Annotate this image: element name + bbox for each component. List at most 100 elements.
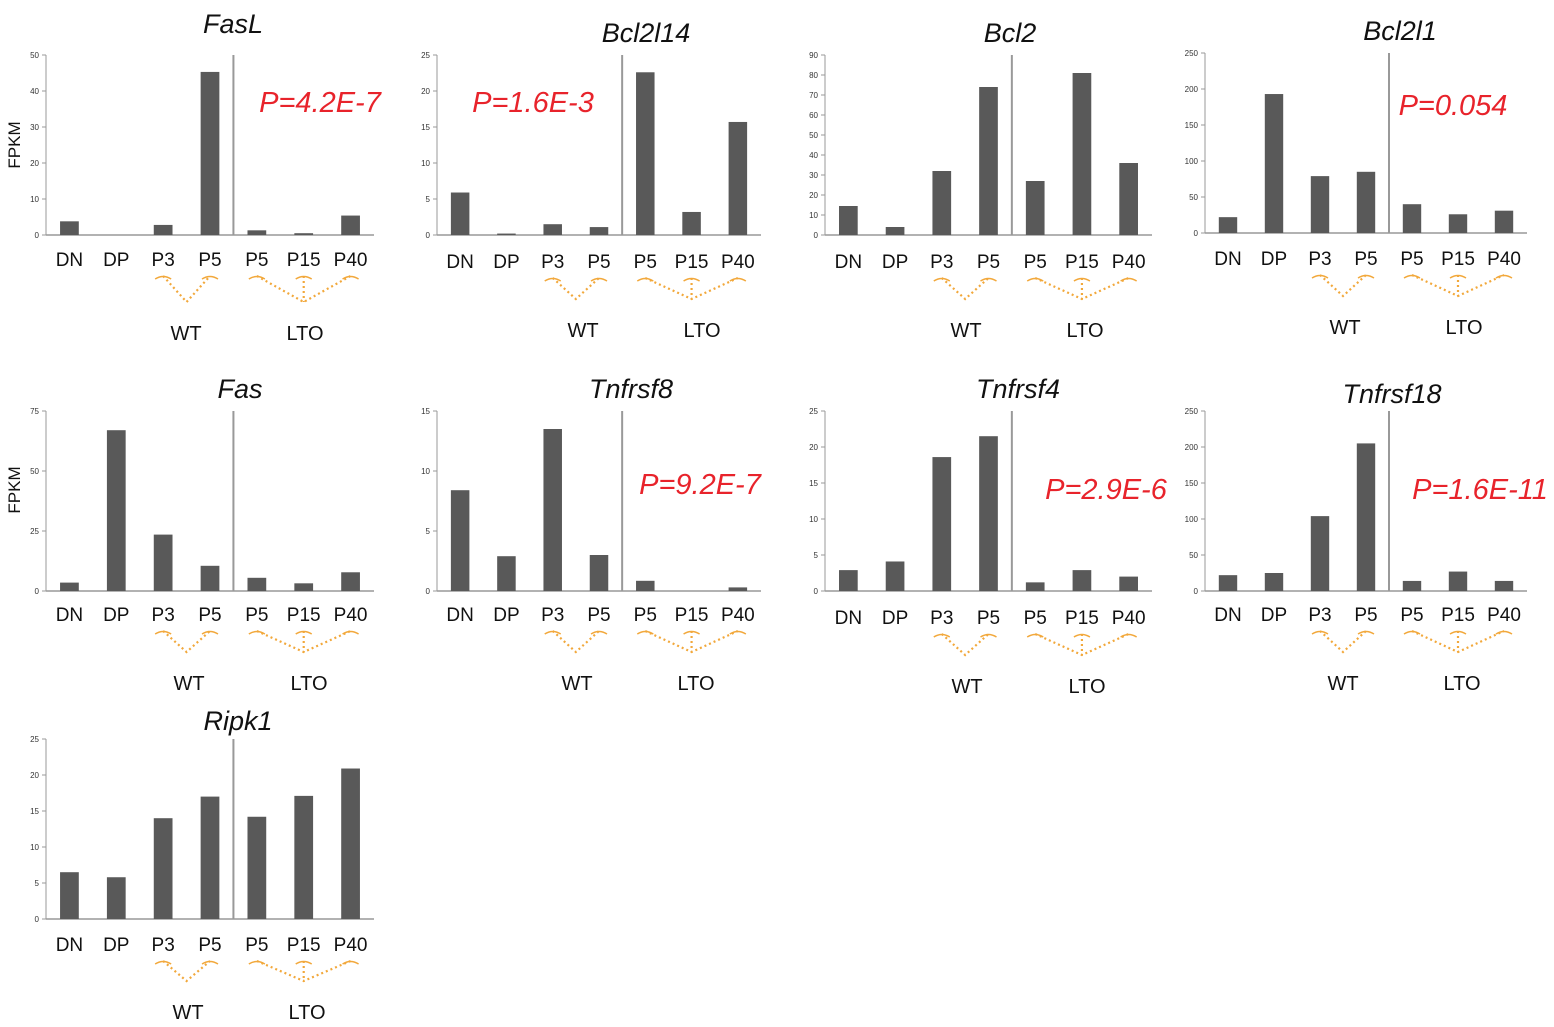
panel-7-category-6: P40	[1487, 605, 1521, 626]
panel-0-category-6: P40	[334, 250, 368, 271]
panel-1-category-2: P3	[541, 252, 564, 273]
panel-5-bar-0	[451, 490, 470, 591]
panel-0-bracket-cap-3	[202, 277, 218, 280]
panel-7-title: Tnfrsf18	[1342, 379, 1441, 409]
panel-5-group-lto: LTO	[677, 673, 714, 695]
panel-8-group-wt: WT	[172, 1002, 203, 1024]
panel-0-bar-0	[60, 221, 79, 235]
panel-2-ytick-label-8: 80	[809, 71, 818, 80]
panel-2-ytick-label-1: 10	[809, 211, 818, 220]
panel-8-category-1: DP	[103, 935, 129, 956]
panel-4-ytick-label-2: 50	[30, 467, 39, 476]
panel-4-category-3: P5	[198, 605, 221, 626]
panel-0-bar-6	[341, 216, 360, 235]
panel-1-bar-5	[682, 212, 701, 235]
panel-2-bracket-cap-3	[981, 279, 997, 282]
panel-6-bar-5	[1073, 570, 1092, 591]
panel-1-ytick-label-0: 0	[426, 231, 431, 240]
panel-1-ytick-label-2: 10	[421, 159, 430, 168]
panel-6-ytick-label-0: 0	[814, 587, 819, 596]
panel-3-bar-5	[1449, 214, 1467, 233]
panel-2-ytick-label-0: 0	[814, 231, 819, 240]
panel-7-bar-5	[1449, 572, 1467, 591]
panel-3-lto-bracket	[1412, 275, 1504, 296]
panel-6-category-4: P5	[1024, 608, 1047, 629]
panel-4-category-4: P5	[245, 605, 268, 626]
panel-7-category-2: P3	[1308, 605, 1331, 626]
panel-3-category-0: DN	[1214, 249, 1241, 270]
panel-3-bar-4	[1403, 204, 1421, 233]
panel-6-ytick-label-2: 10	[809, 515, 818, 524]
panel-7-ytick-label-3: 150	[1185, 479, 1199, 488]
panel-8-lto-bracket	[257, 961, 351, 981]
panel-6-bracket-cap-3	[981, 635, 997, 638]
panel-5-lto-bracket	[645, 631, 738, 652]
panel-7-ytick-label-4: 200	[1185, 443, 1199, 452]
panel-3-category-2: P3	[1308, 249, 1331, 270]
panel-6-category-3: P5	[977, 608, 1000, 629]
panel-6-pvalue: P=2.9E-6	[1045, 474, 1168, 506]
panel-2-bar-5	[1073, 73, 1092, 235]
panel-0-category-1: DP	[103, 250, 129, 271]
panel-2-ytick-label-4: 40	[809, 151, 818, 160]
panel-6-lto-bracket	[1035, 634, 1128, 655]
panel-5-category-1: DP	[493, 605, 519, 626]
panel-6-category-0: DN	[835, 608, 862, 629]
panel-1-category-5: P15	[675, 252, 709, 273]
panel-6-ytick-label-3: 15	[809, 479, 818, 488]
panel-4-bar-4	[247, 578, 266, 591]
panel-8-ytick-label-4: 20	[30, 771, 39, 780]
panel-6-bar-3	[979, 436, 998, 591]
panel-8-title: Ripk1	[203, 706, 272, 736]
panel-8-category-3: P5	[198, 935, 221, 956]
panel-2-bar-2	[932, 171, 951, 235]
panel-7-category-0: DN	[1214, 605, 1241, 626]
panel-1-pvalue: P=1.6E-3	[472, 87, 594, 119]
panel-1-group-wt: WT	[567, 320, 598, 342]
panel-0-ytick-label-4: 40	[30, 87, 39, 96]
panel-0-ytick-label-1: 10	[30, 195, 39, 204]
panel-6-category-5: P15	[1065, 608, 1099, 629]
panel-1-ytick-label-4: 20	[421, 87, 430, 96]
panel-3-category-1: DP	[1261, 249, 1287, 270]
panel-1-group-lto: LTO	[683, 320, 720, 342]
panel-6-category-2: P3	[930, 608, 953, 629]
panel-0-title: FasL	[203, 9, 263, 39]
panel-0-ytick-label-2: 20	[30, 159, 39, 168]
panel-3-category-4: P5	[1400, 249, 1423, 270]
panel-7-group-wt: WT	[1327, 673, 1358, 695]
panel-1-bar-1	[497, 234, 516, 235]
panel-4-bar-6	[341, 572, 360, 591]
panel-2-bar-6	[1119, 163, 1138, 235]
panel-4-bar-0	[60, 583, 79, 591]
panel-4-title: Fas	[217, 374, 262, 404]
panel-5-category-4: P5	[634, 605, 657, 626]
panel-3-pvalue: P=0.054	[1399, 90, 1508, 122]
panel-2-category-4: P5	[1024, 252, 1047, 273]
panel-1-ytick-label-1: 5	[426, 195, 431, 204]
panel-4-bracket-cap-3	[202, 632, 218, 635]
panel-0-category-0: DN	[56, 250, 83, 271]
panel-3-ytick-label-3: 150	[1185, 121, 1199, 130]
panel-6-category-1: DP	[882, 608, 908, 629]
panel-3-bar-6	[1495, 211, 1513, 233]
panel-2-ytick-label-5: 50	[809, 131, 818, 140]
panel-7-pvalue: P=1.6E-11	[1412, 474, 1548, 506]
panel-0-ytick-label-3: 30	[30, 123, 39, 132]
panel-0-category-4: P5	[245, 250, 268, 271]
panel-8-bar-4	[247, 817, 266, 919]
panel-8-group-lto: LTO	[288, 1002, 325, 1024]
panel-1-title: Bcl2l14	[602, 18, 691, 48]
panel-1-category-4: P5	[634, 252, 657, 273]
panel-3-bar-2	[1311, 176, 1329, 233]
panel-1-bar-6	[729, 122, 748, 235]
panel-6-bar-1	[886, 561, 905, 591]
panel-1-lto-bracket	[645, 278, 738, 299]
panel-2-group-wt: WT	[950, 320, 981, 342]
panel-6-bar-4	[1026, 582, 1045, 591]
panel-2-bar-4	[1026, 181, 1045, 235]
panel-1-ytick-label-3: 15	[421, 123, 430, 132]
panel-5-ytick-label-0: 0	[426, 587, 431, 596]
panel-6-ytick-label-4: 20	[809, 443, 818, 452]
panel-2-lto-bracket	[1035, 278, 1128, 299]
